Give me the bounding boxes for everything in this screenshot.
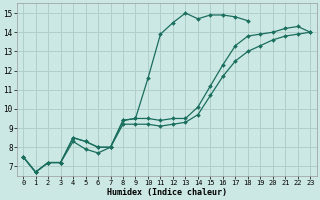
X-axis label: Humidex (Indice chaleur): Humidex (Indice chaleur) — [107, 188, 227, 197]
